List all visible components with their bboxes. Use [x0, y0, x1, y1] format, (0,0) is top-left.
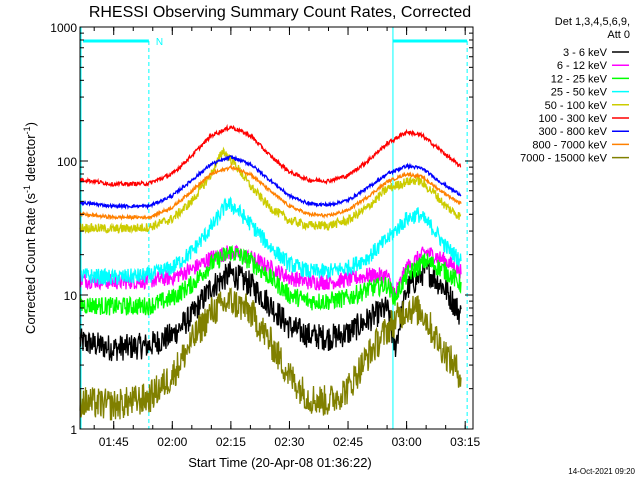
y-label-part3: ): [23, 122, 38, 126]
legend-attenuator: Att 0: [607, 29, 630, 41]
y-tick-label: 100: [57, 155, 77, 169]
x-tick-label: 02:30: [274, 435, 304, 449]
x-axis-label: Start Time (20-Apr-08 01:36:22): [188, 455, 372, 470]
legend-label: 7000 - 15000 keV: [520, 153, 608, 165]
legend-label: 12 - 25 keV: [551, 73, 608, 85]
y-label-part1: Corrected Count Rate (s: [23, 193, 38, 334]
y-tick-label: 1: [70, 423, 77, 437]
series-line: [79, 287, 462, 421]
y-label-sup1: -1: [22, 185, 32, 193]
legend-label: 300 - 800 keV: [539, 126, 608, 138]
y-label-sup2: -1: [22, 126, 32, 134]
legend-label: 6 - 12 keV: [557, 60, 608, 72]
series-line: [79, 163, 462, 221]
plot-frame: [79, 26, 474, 430]
chart-title: RHESSI Observing Summary Count Rates, Co…: [89, 4, 471, 21]
y-tick-label: 10: [64, 289, 78, 303]
y-axis-label: Corrected Count Rate (s-1 detector-1): [22, 122, 38, 334]
series-line: [79, 259, 462, 362]
y-label-part2: detector: [23, 134, 38, 185]
x-tick-label: 03:00: [392, 435, 422, 449]
legend-label: 100 - 300 keV: [539, 113, 608, 125]
series-line: [79, 196, 462, 286]
legend-label: 25 - 50 keV: [551, 87, 608, 99]
legend-label: 800 - 7000 keV: [532, 139, 607, 151]
x-tick-label: 02:45: [333, 435, 363, 449]
x-tick-label: 01:45: [99, 435, 129, 449]
legend-label: 50 - 100 keV: [545, 100, 608, 112]
series-line: [79, 244, 462, 316]
series-line: [79, 146, 462, 235]
series-line: [79, 123, 462, 188]
y-tick-label: 1000: [50, 21, 77, 35]
x-tick-label: 03:15: [450, 435, 480, 449]
night-label: N: [156, 37, 163, 48]
x-tick-label: 02:15: [216, 435, 246, 449]
legend-label: 3 - 6 keV: [563, 47, 608, 59]
x-tick-label: 02:00: [157, 435, 187, 449]
footer-timestamp: 14-Oct-2021 09:20: [568, 467, 635, 476]
series-layer: [79, 123, 462, 421]
series-line: [79, 154, 462, 211]
legend-detectors: Det 1,3,4,5,6,9,: [555, 16, 630, 28]
axes: 1 10 100 1000 01:45 02:00 02:15 02:30 02:45 03:00…: [50, 21, 480, 449]
